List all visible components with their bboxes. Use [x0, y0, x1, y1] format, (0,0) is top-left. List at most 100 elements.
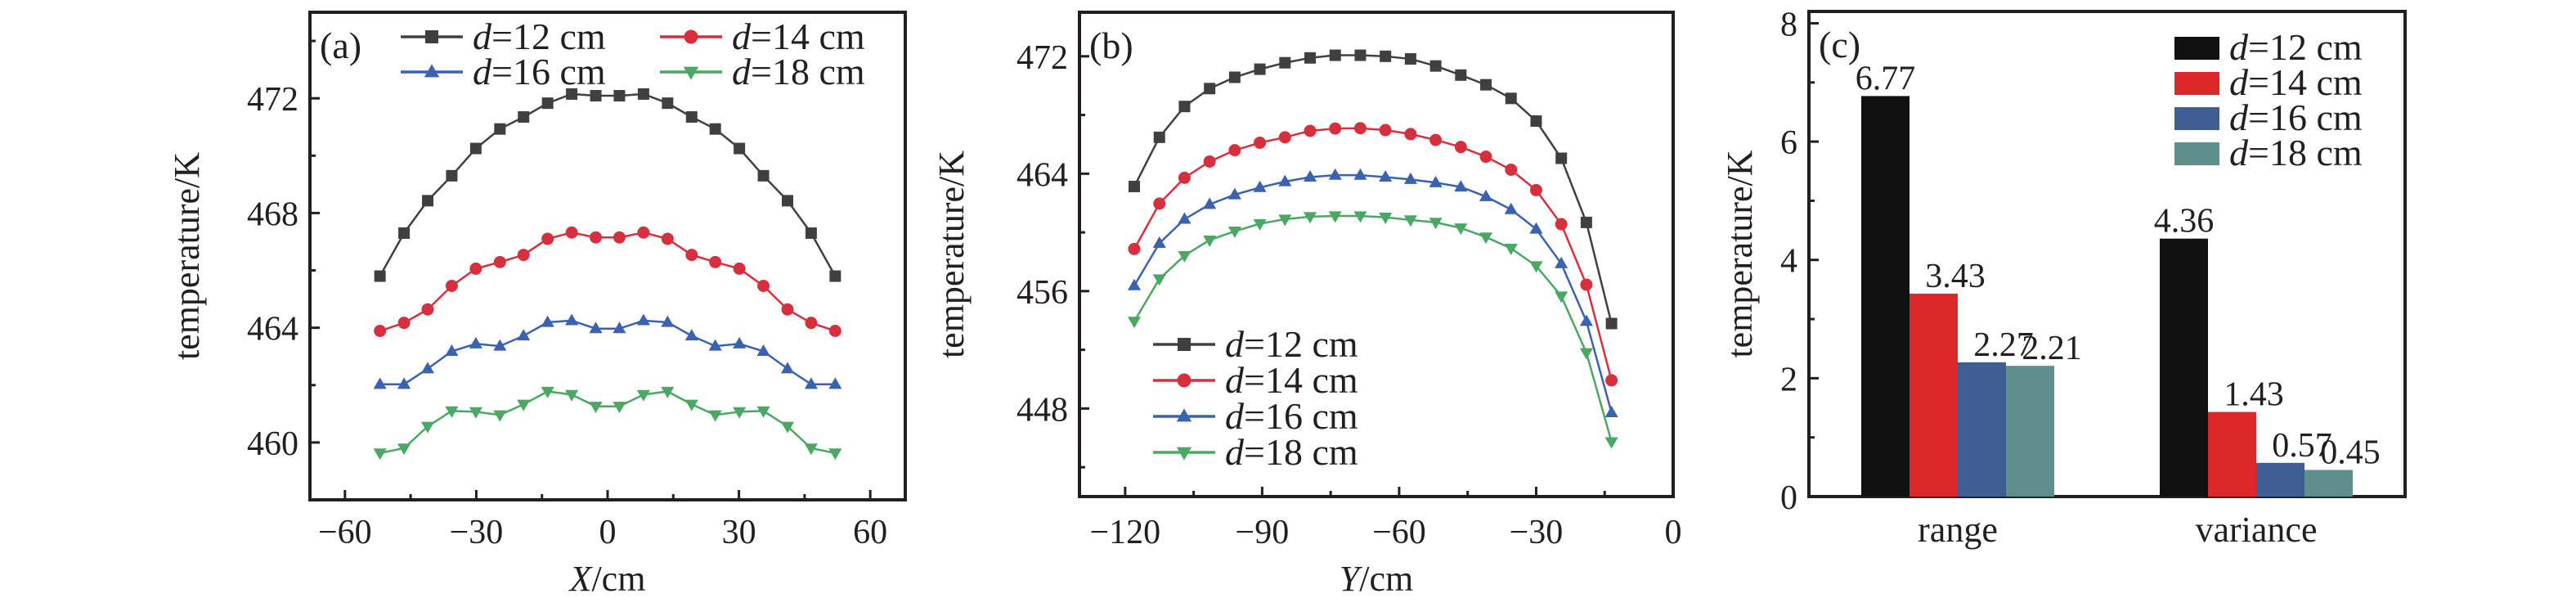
legend-label: d=16 cm	[1225, 395, 1358, 437]
triangle-down-marker	[469, 407, 482, 419]
triangle-up-marker	[1203, 197, 1217, 209]
triangle-down-marker	[1227, 227, 1241, 239]
circle-marker	[469, 262, 482, 275]
triangle-up-marker	[445, 344, 459, 356]
triangle-down-marker	[1178, 250, 1192, 263]
y-tick-label: 472	[1016, 39, 1068, 77]
circle-marker	[590, 231, 603, 244]
square-marker	[1204, 83, 1216, 95]
triangle-down-marker	[804, 443, 818, 456]
x-axis-label: Y/cm	[1340, 559, 1413, 599]
triangle-up-marker	[1379, 170, 1393, 182]
y-tick-label: 8	[1780, 6, 1797, 43]
x-tick-label: −60	[1372, 514, 1426, 551]
circle-marker	[661, 232, 674, 245]
circle-marker	[1128, 242, 1141, 255]
bar-series-12cm: 6.77 4.36	[1856, 60, 2214, 497]
circle-marker	[1228, 144, 1241, 157]
square-marker	[1530, 115, 1542, 127]
circle-marker	[1479, 151, 1492, 164]
circle-marker	[565, 226, 578, 239]
circle-marker	[517, 249, 530, 262]
triangle-up-marker	[733, 336, 747, 348]
x-axis-label: X/cm	[568, 559, 646, 599]
triangle-up-marker	[1429, 175, 1443, 187]
bar-series-18cm: 2.21 0.45	[2006, 330, 2381, 497]
panel-b-temperature-vs-y: 448 456 464 472 temperature/K (b) −120 −90 −60 −3…	[931, 11, 1682, 599]
panel-label: (a)	[320, 25, 361, 66]
triangle-down-marker	[1203, 235, 1217, 247]
triangle-down-marker	[1604, 437, 1618, 449]
square-marker	[685, 110, 698, 123]
x-tick-label: 0	[599, 514, 617, 551]
circle-marker	[1404, 128, 1417, 141]
circle-marker	[1454, 141, 1467, 154]
x-category-label: variance	[2196, 510, 2318, 550]
square-marker	[446, 169, 458, 182]
square-marker	[1455, 69, 1467, 81]
triangle-up-marker	[1555, 256, 1568, 268]
triangle-up-marker	[1479, 189, 1493, 201]
triangle-down-marker	[373, 448, 387, 461]
x-tick-label: −30	[450, 514, 504, 551]
triangle-up-marker	[1178, 212, 1192, 224]
circle-marker	[1580, 278, 1593, 291]
x-tick-label: −30	[1510, 514, 1564, 551]
legend-label: d=18 cm	[2229, 132, 2363, 173]
square-marker	[421, 195, 433, 207]
square-marker	[1404, 53, 1416, 65]
triangle-up-marker	[589, 321, 603, 334]
triangle-up-marker	[636, 313, 650, 326]
square-marker	[805, 227, 817, 239]
plot-frame	[1078, 11, 1675, 498]
series-14cm	[374, 226, 841, 338]
y-tick-label: 456	[1016, 274, 1068, 312]
legend-label: d=18 cm	[1225, 431, 1358, 473]
triangle-down-marker	[733, 407, 747, 419]
circle-marker	[805, 317, 818, 330]
bar-series-14cm: 3.43 1.43	[1910, 258, 2284, 497]
square-marker	[1178, 338, 1191, 351]
triangle-up-marker	[565, 313, 579, 326]
triangle-down-marker	[517, 399, 531, 411]
square-marker	[1329, 49, 1341, 61]
triangle-up-marker	[780, 362, 795, 374]
panel-label: (c)	[1819, 24, 1860, 65]
bar	[1958, 362, 2006, 497]
y-tick-label: 448	[1016, 391, 1068, 429]
bar	[1861, 96, 1910, 497]
triangle-up-marker	[1353, 168, 1367, 180]
square-marker	[1228, 71, 1241, 83]
square-marker	[1279, 56, 1291, 69]
legend-label: d=16 cm	[2229, 97, 2363, 138]
y-tick-label: 460	[247, 425, 298, 463]
triangle-up-marker	[613, 321, 626, 334]
panel-a-temperature-vs-x: 460 464 468 472 temperature/K (a) −60 −30 0 30 60 X…	[167, 11, 907, 599]
panel-c-range-variance-bars: 0 2 4 6 8 temperature/K (c) range variance 6.77 4.…	[1720, 6, 2407, 550]
x-tick-label: −120	[1090, 514, 1161, 551]
square-marker	[1254, 63, 1266, 75]
triangle-down-marker	[1454, 223, 1468, 236]
triangle-down-marker	[780, 421, 795, 434]
square-marker	[782, 195, 794, 207]
legend-label: d=12 cm	[473, 16, 606, 57]
bar-value-label: 0.57	[2272, 427, 2332, 465]
triangle-up-marker	[1529, 222, 1543, 234]
series-12cm	[374, 88, 841, 282]
bar-value-label: 2.27	[1973, 326, 2034, 364]
square-marker	[541, 97, 554, 110]
square-marker	[757, 169, 770, 182]
triangle-down-marker	[1555, 291, 1568, 304]
legend-label: d=18 cm	[732, 51, 865, 92]
triangle-down-marker	[541, 386, 554, 398]
triangle-up-marker	[1253, 180, 1267, 192]
circle-marker	[1177, 373, 1192, 388]
square-marker	[1555, 152, 1568, 164]
bar	[2160, 238, 2208, 497]
square-marker	[1153, 131, 1165, 143]
circle-marker	[1203, 155, 1216, 168]
triangle-up-marker	[1403, 172, 1417, 184]
triangle-up-marker	[1127, 278, 1142, 290]
legend-item: d=16 cm	[1153, 395, 1358, 437]
legend-item: d=16 cm	[401, 51, 606, 92]
